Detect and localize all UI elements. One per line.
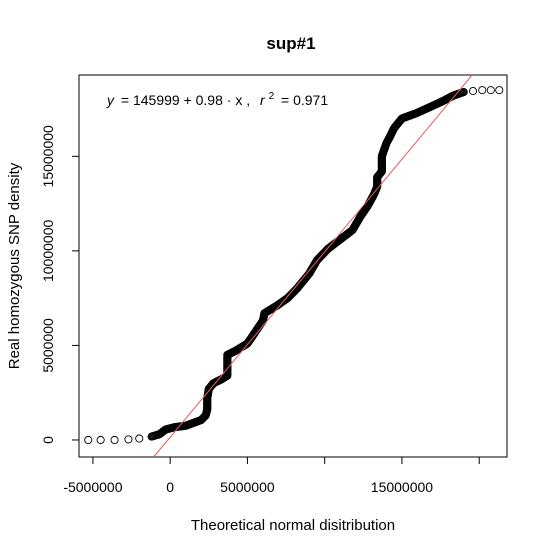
equation-exponent: 2: [269, 91, 275, 102]
equation-r2-value: = 0.971: [281, 92, 328, 108]
svg-text:y = 145999 + 0.98 · x ,: y = 145999 + 0.98 · x , r 2 = 0.971: [106, 86, 328, 108]
x-tick-label: 5000000: [220, 479, 275, 495]
data-point: [110, 435, 119, 445]
equation-rhs: = 145999 + 0.98 · x ,: [121, 92, 250, 108]
data-point: [124, 435, 133, 444]
y-tick-label: 15000000: [40, 125, 56, 188]
y-tick-label: 10000000: [40, 220, 56, 283]
y-axis-label: Real homozygous SNP density: [6, 162, 23, 369]
data-point: [459, 87, 468, 97]
data-points: [84, 86, 504, 445]
data-point: [468, 87, 478, 96]
x-tick-label: 15000000: [371, 479, 434, 495]
data-point: [478, 86, 487, 95]
y-tick-label: 5000000: [40, 318, 56, 373]
y-tick-label: 0: [40, 436, 56, 444]
chart-title: sup#1: [266, 34, 315, 53]
x-tick-label: 0: [166, 479, 174, 495]
y-axis: 0 5000000 10000000 15000000: [40, 125, 79, 444]
data-point: [96, 435, 105, 445]
data-point: [486, 86, 495, 95]
x-axis-label: Theoretical normal disitribution: [191, 517, 395, 534]
data-point: [84, 435, 93, 445]
x-tick-label: -5000000: [63, 479, 122, 495]
x-axis: -5000000 0 5000000 15000000: [63, 457, 480, 495]
regression-equation: y = 145999 + 0.98 · x , r 2 = 0.971: [106, 86, 328, 108]
equation-r: r: [260, 92, 266, 108]
equation-y: y: [106, 92, 115, 108]
regression-line: [153, 74, 473, 458]
data-point: [135, 434, 144, 443]
data-point: [495, 86, 504, 95]
plot-area: [78, 74, 508, 458]
